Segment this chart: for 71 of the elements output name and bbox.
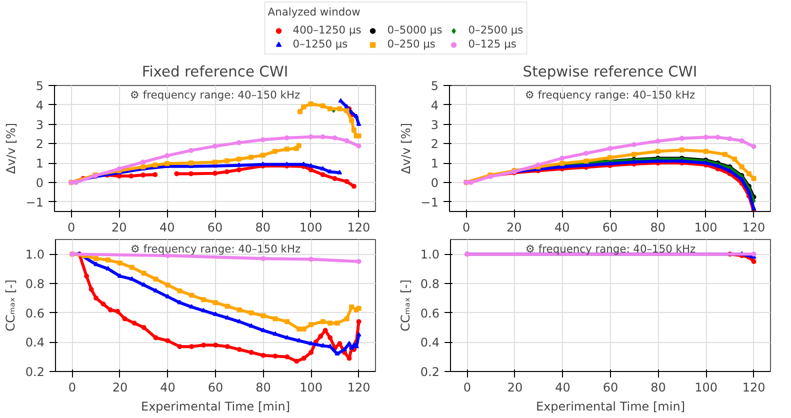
x-tick-label: 60 — [602, 380, 618, 394]
x-tick-label: 100 — [299, 220, 322, 234]
y-tick-label: 0 — [36, 176, 44, 190]
x-tick-label: 80 — [256, 380, 271, 394]
legend-label: 0–125 µs — [468, 38, 516, 50]
legend-label: 0–2500 µs — [468, 24, 524, 36]
y-tick-label: 1 — [36, 156, 44, 171]
y-tick-label: 3 — [430, 118, 439, 132]
annotation: ⚙ frequency range: 40–150 kHz — [524, 88, 696, 102]
y-tick-label: 0.4 — [25, 336, 45, 350]
legend-label: 0–1250 µs — [292, 38, 348, 50]
x-tick-label: 40 — [160, 380, 176, 394]
y-tick-label: 5 — [430, 79, 439, 93]
legend-title: Analyzed window — [268, 6, 362, 18]
x-tick-label: 120 — [347, 220, 370, 234]
x-tick-label: 40 — [555, 380, 570, 394]
y-tick-label: 2 — [36, 137, 44, 152]
legend-label: 0–5000 µs — [387, 24, 442, 36]
annotation: ⚙ frequency range: 40–150 kHz — [130, 88, 300, 102]
x-tick-label: 120 — [347, 380, 370, 394]
chart-title: Stepwise reference CWI — [522, 64, 698, 80]
y-tick-label: 2 — [430, 137, 439, 152]
x-tick-label: 120 — [742, 220, 766, 234]
y-axis-title: Δv/v [%] — [4, 122, 18, 174]
y-tick-label: 0.8 — [25, 277, 45, 291]
x-tick-label: 40 — [159, 220, 175, 234]
x-tick-label: 60 — [207, 220, 223, 234]
x-tick-label: 20 — [506, 220, 522, 234]
x-tick-label: 20 — [112, 380, 128, 394]
y-tick-label: 1.0 — [420, 248, 440, 262]
y-tick-label: 3 — [36, 118, 44, 132]
x-axis-title: Experimental Time [min] — [536, 400, 686, 414]
y-tick-label: 0.2 — [25, 365, 45, 379]
y-tick-label: −1 — [420, 195, 439, 210]
y-tick-label: 4 — [430, 98, 439, 112]
x-tick-label: 80 — [650, 380, 666, 394]
x-tick-label: 20 — [112, 220, 127, 234]
legend-label: 400–1250 µs — [292, 24, 362, 36]
y-tick-label: 4 — [36, 98, 44, 112]
x-tick-label: 100 — [694, 380, 718, 394]
y-tick-label: 1.0 — [25, 248, 45, 262]
x-tick-label: 80 — [650, 220, 666, 234]
y-tick-label: 0.2 — [420, 365, 440, 379]
y-tick-label: 0.6 — [420, 306, 440, 320]
x-tick-label: 80 — [255, 220, 271, 234]
annotation: ⚙ frequency range: 40–150 kHz — [130, 242, 301, 256]
x-tick-label: 0 — [463, 380, 472, 394]
y-tick-label: −1 — [26, 195, 44, 210]
y-tick-label: 0.8 — [420, 277, 440, 291]
x-tick-label: 0 — [68, 380, 76, 394]
y-tick-label: 5 — [36, 79, 44, 93]
x-tick-label: 20 — [507, 380, 523, 394]
x-tick-label: 0 — [67, 220, 76, 234]
x-axis-title: Experimental Time [min] — [140, 400, 290, 414]
y-tick-label: 1 — [430, 156, 439, 171]
x-tick-label: 60 — [602, 220, 618, 234]
chart-title: Fixed reference CWI — [142, 64, 288, 80]
x-tick-label: 100 — [300, 380, 322, 394]
annotation: ⚙ frequency range: 40–150 kHz — [525, 242, 696, 256]
y-tick-label: 0.4 — [420, 336, 440, 350]
x-tick-label: 0 — [462, 220, 470, 234]
x-tick-label: 60 — [208, 380, 224, 394]
y-tick-label: 0 — [430, 176, 439, 190]
y-tick-label: 0.6 — [25, 306, 45, 320]
legend-label: 0–250 µs — [387, 38, 436, 50]
y-axis-title: Δv/v [%] — [398, 122, 413, 174]
x-tick-label: 40 — [554, 220, 570, 234]
y-axis-title: CCₘₐₓ [-] — [398, 280, 412, 332]
y-axis-title: CCₘₐₓ [-] — [3, 280, 18, 332]
x-tick-label: 100 — [694, 220, 718, 234]
x-tick-label: 120 — [742, 380, 766, 394]
